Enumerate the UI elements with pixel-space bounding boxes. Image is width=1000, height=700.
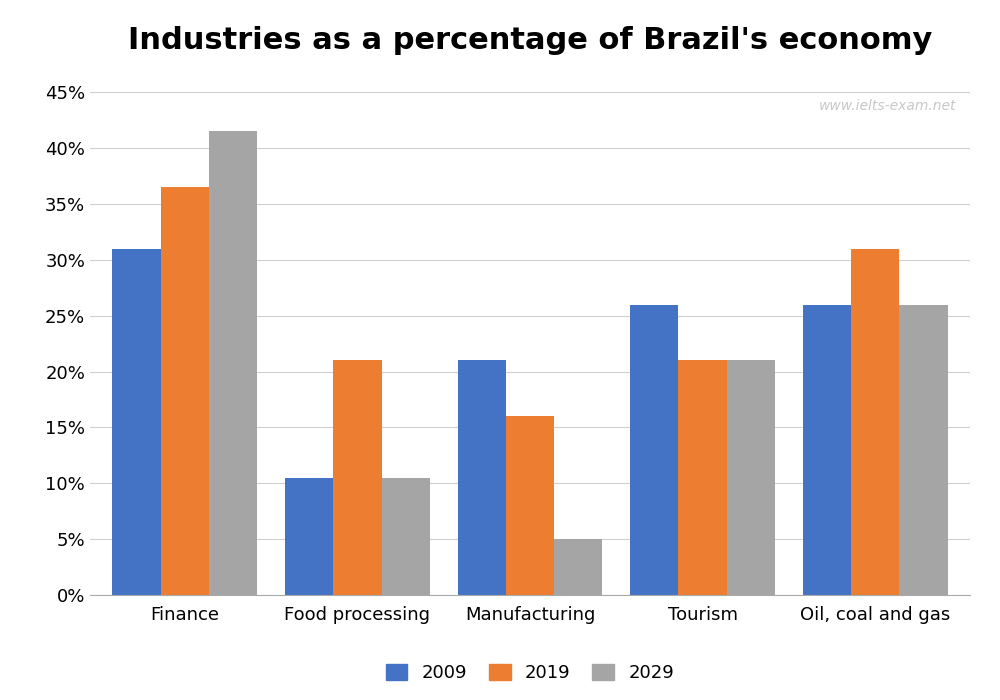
Legend: 2009, 2019, 2029: 2009, 2019, 2029 <box>379 657 681 689</box>
Title: Industries as a percentage of Brazil's economy: Industries as a percentage of Brazil's e… <box>128 26 932 55</box>
Bar <box>899 304 948 595</box>
Bar <box>851 248 899 595</box>
Bar <box>678 360 727 595</box>
Bar <box>506 416 554 595</box>
Bar <box>112 248 161 595</box>
Bar <box>161 188 209 595</box>
Bar <box>333 360 382 595</box>
Bar <box>209 132 257 595</box>
Bar <box>630 304 678 595</box>
Bar <box>554 539 602 595</box>
Bar <box>727 360 775 595</box>
Bar <box>285 477 333 595</box>
Bar <box>458 360 506 595</box>
Bar <box>382 477 430 595</box>
Text: www.ielts-exam.net: www.ielts-exam.net <box>819 99 957 113</box>
Bar <box>803 304 851 595</box>
